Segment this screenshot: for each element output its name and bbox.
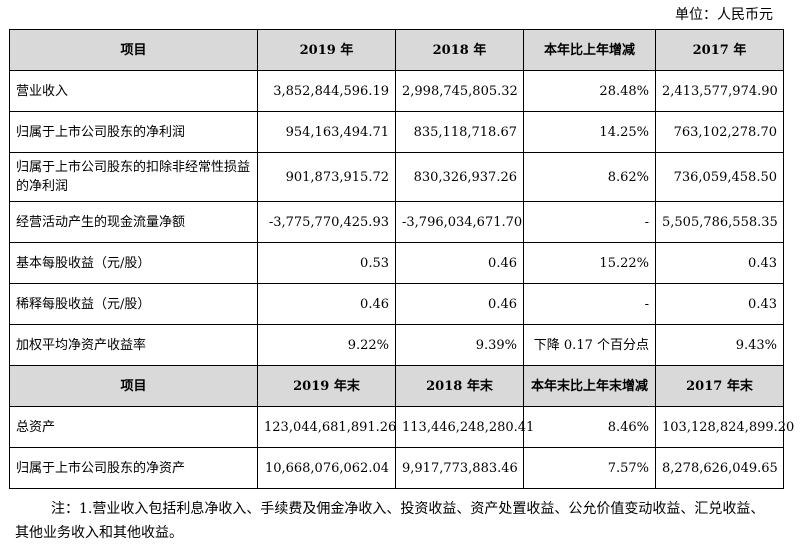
value-cell: 0.53 bbox=[257, 242, 396, 284]
value-cell: 下降 0.17 个百分点 bbox=[523, 324, 656, 366]
value-cell: 901,873,915.72 bbox=[257, 152, 396, 202]
value-cell: 9.22% bbox=[257, 324, 396, 366]
table-row: 经营活动产生的现金流量净额 -3,775,770,425.93 -3,796,034… bbox=[9, 201, 784, 243]
value-cell: 0.43 bbox=[655, 242, 784, 284]
value-cell: 7.57% bbox=[523, 447, 656, 489]
row-label-cell: 稀释每股收益（元/股） bbox=[9, 283, 258, 325]
header-item: 项目 bbox=[9, 365, 258, 407]
value-cell: 736,059,458.50 bbox=[655, 152, 784, 202]
value-cell: 2,413,577,974.90 bbox=[655, 70, 784, 112]
value-cell: 103,128,824,899.20 bbox=[655, 406, 794, 448]
header-change: 本年末比上年末增减 bbox=[523, 365, 656, 407]
value-cell: 763,102,278.70 bbox=[655, 111, 784, 153]
footnote: 注：1.营业收入包括利息净收入、手续费及佣金净收入、投资收益、资产处置收益、公允… bbox=[15, 501, 765, 541]
table-row: 归属于上市公司股东的净资产 10,668,076,062.04 9,917,773,… bbox=[9, 447, 784, 489]
row-label-cell: 加权平均净资产收益率 bbox=[9, 324, 258, 366]
value-cell: 9.39% bbox=[395, 324, 524, 366]
row-label-cell: 经营活动产生的现金流量净额 bbox=[9, 201, 258, 243]
value-cell: 0.43 bbox=[655, 283, 784, 325]
value-cell: 14.25% bbox=[523, 111, 656, 153]
value-cell: 15.22% bbox=[523, 242, 656, 284]
value-cell: 8.46% bbox=[523, 406, 656, 448]
value-cell: 113,446,248,280.41 bbox=[395, 406, 534, 448]
table-row: 加权平均净资产收益率 9.22% 9.39% 下降 0.17 个百分点 9.43% bbox=[9, 324, 784, 366]
value-cell: -3,796,034,671.70 bbox=[395, 201, 524, 243]
value-cell: 3,852,844,596.19 bbox=[257, 70, 396, 112]
unit-label: 单位：人民币元 bbox=[675, 7, 773, 23]
row-label-cell: 归属于上市公司股东的净利润 bbox=[9, 111, 258, 153]
header-year-1: 2019 年末 bbox=[257, 365, 396, 407]
table-row: 稀释每股收益（元/股） 0.46 0.46-0.43 bbox=[9, 283, 784, 325]
value-cell: 0.46 bbox=[395, 242, 524, 284]
table-header-row: 项目 2019 年末 2018 年末 本年末比上年末增减 2017 年末 bbox=[9, 365, 784, 407]
value-cell: 2,998,745,805.32 bbox=[395, 70, 524, 112]
value-cell: 9.43% bbox=[655, 324, 784, 366]
row-label-cell: 归属于上市公司股东的净资产 bbox=[9, 447, 258, 489]
value-cell: 123,044,681,891.26 bbox=[257, 406, 396, 448]
value-cell: 5,505,786,558.35 bbox=[655, 201, 784, 243]
financial-table: 项目 2019 年 2018 年本年比上年增减 2017 年营业收入 3,852,844… bbox=[9, 29, 794, 489]
row-label-cell: 营业收入 bbox=[9, 70, 258, 112]
table-row: 总资产 123,044,681,891.26 113,446,248,280.41 8… bbox=[9, 406, 794, 448]
value-cell: 0.46 bbox=[395, 283, 524, 325]
row-label-cell: 归属于上市公司股东的扣除非经常性损益的净利润 bbox=[9, 152, 258, 202]
value-cell: 835,118,718.67 bbox=[395, 111, 524, 153]
header-change: 本年比上年增减 bbox=[523, 29, 656, 71]
row-label-cell: 总资产 bbox=[9, 406, 258, 448]
value-cell: 8,278,626,049.65 bbox=[655, 447, 784, 489]
table-row: 基本每股收益（元/股） 0.53 0.46 15.22% 0.43 bbox=[9, 242, 784, 284]
row-label-cell: 基本每股收益（元/股） bbox=[9, 242, 258, 284]
value-cell: 9,917,773,883.46 bbox=[395, 447, 524, 489]
value-cell: 0.46 bbox=[257, 283, 396, 325]
value-cell: 10,668,076,062.04 bbox=[257, 447, 396, 489]
header-year-3: 2017 年 bbox=[655, 29, 784, 71]
value-cell: 830,326,937.26 bbox=[395, 152, 524, 202]
value-cell: - bbox=[523, 283, 656, 325]
value-cell: 28.48% bbox=[523, 70, 656, 112]
header-year-2: 2018 年末 bbox=[395, 365, 524, 407]
header-year-1: 2019 年 bbox=[257, 29, 396, 71]
value-cell: 8.62% bbox=[523, 152, 656, 202]
table-row: 归属于上市公司股东的净利润 954,163,494.71 835,118,718.6… bbox=[9, 111, 784, 153]
table-header-row: 项目 2019 年 2018 年本年比上年增减 2017 年 bbox=[9, 29, 784, 71]
value-cell: - bbox=[523, 201, 656, 243]
value-cell: 954,163,494.71 bbox=[257, 111, 396, 153]
table-row: 营业收入 3,852,844,596.19 2,998,745,805.32 28.4… bbox=[9, 70, 784, 112]
table-row: 归属于上市公司股东的扣除非经常性损益的净利润 901,873,915.72 830,… bbox=[9, 152, 784, 202]
header-year-2: 2018 年 bbox=[395, 29, 524, 71]
header-item: 项目 bbox=[9, 29, 258, 71]
header-year-3: 2017 年末 bbox=[655, 365, 784, 407]
value-cell: -3,775,770,425.93 bbox=[257, 201, 396, 243]
